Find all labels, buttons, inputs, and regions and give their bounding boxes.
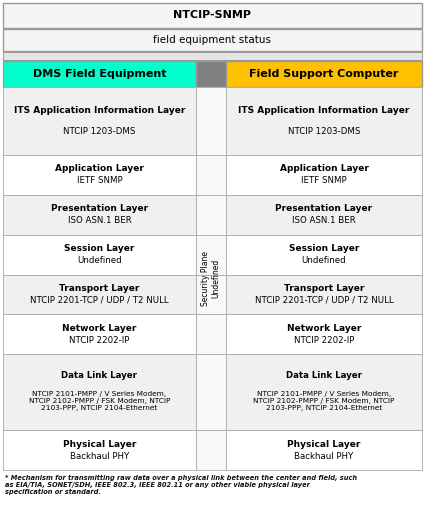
Text: Field Support Computer: Field Support Computer <box>249 69 399 79</box>
Text: Session Layer: Session Layer <box>289 244 359 253</box>
Text: Data Link Layer: Data Link Layer <box>62 371 138 380</box>
Text: NTCIP 2202-IP: NTCIP 2202-IP <box>294 336 354 345</box>
Text: Data Link Layer: Data Link Layer <box>286 371 362 380</box>
Bar <box>196 234 226 274</box>
Bar <box>196 87 226 155</box>
Bar <box>226 155 422 195</box>
Text: Presentation Layer: Presentation Layer <box>51 204 148 213</box>
Bar <box>3 3 422 28</box>
Bar <box>3 234 196 274</box>
Bar <box>3 61 196 87</box>
Bar <box>3 430 196 470</box>
Bar <box>196 155 226 195</box>
Text: ITS Application Information Layer: ITS Application Information Layer <box>14 106 185 115</box>
Bar <box>196 61 226 87</box>
Text: Physical Layer: Physical Layer <box>287 440 361 448</box>
Text: field equipment status: field equipment status <box>153 35 272 45</box>
Text: ISO ASN.1 BER: ISO ASN.1 BER <box>68 216 131 225</box>
Text: Undefined: Undefined <box>77 256 122 265</box>
Text: Undefined: Undefined <box>302 256 346 265</box>
Text: NTCIP 2202-IP: NTCIP 2202-IP <box>69 336 130 345</box>
Text: Physical Layer: Physical Layer <box>63 440 136 448</box>
Bar <box>226 195 422 234</box>
Bar <box>196 354 226 430</box>
Text: ISO ASN.1 BER: ISO ASN.1 BER <box>292 216 356 225</box>
Text: * Mechanism for transmitting raw data over a physical link between the center an: * Mechanism for transmitting raw data ov… <box>5 475 357 496</box>
Bar <box>226 354 422 430</box>
Text: IETF SNMP: IETF SNMP <box>301 176 347 185</box>
Bar <box>196 195 226 234</box>
Bar <box>226 314 422 354</box>
Text: Presentation Layer: Presentation Layer <box>275 204 373 213</box>
Bar <box>226 430 422 470</box>
Bar <box>3 195 196 234</box>
Text: Application Layer: Application Layer <box>55 164 144 173</box>
Text: Backhaul PHY: Backhaul PHY <box>70 451 129 461</box>
Bar <box>3 29 422 51</box>
Text: NTCIP 1203-DMS: NTCIP 1203-DMS <box>288 127 360 135</box>
Text: Transport Layer: Transport Layer <box>284 284 364 293</box>
Text: Session Layer: Session Layer <box>64 244 135 253</box>
Bar <box>196 430 226 470</box>
Text: NTCIP 2201-TCP / UDP / T2 NULL: NTCIP 2201-TCP / UDP / T2 NULL <box>255 296 393 305</box>
Text: Backhaul PHY: Backhaul PHY <box>295 451 354 461</box>
Bar <box>226 274 422 314</box>
Text: Network Layer: Network Layer <box>287 324 361 333</box>
Bar <box>226 234 422 274</box>
Bar <box>3 87 196 155</box>
Text: NTCIP 1203-DMS: NTCIP 1203-DMS <box>63 127 136 135</box>
Text: DMS Field Equipment: DMS Field Equipment <box>33 69 166 79</box>
Bar <box>3 155 196 195</box>
Bar <box>3 274 196 314</box>
Text: IETF SNMP: IETF SNMP <box>76 176 122 185</box>
Text: NTCIP-SNMP: NTCIP-SNMP <box>173 10 252 21</box>
Text: Network Layer: Network Layer <box>62 324 137 333</box>
Text: NTCIP 2101-PMPP / V Series Modem,
NTCIP 2102-PMPP / FSK Modem, NTCIP
2103-PPP, N: NTCIP 2101-PMPP / V Series Modem, NTCIP … <box>29 391 170 411</box>
Bar <box>3 354 196 430</box>
Text: NTCIP 2101-PMPP / V Series Modem,
NTCIP 2102-PMPP / FSK Modem, NTCIP
2103-PPP, N: NTCIP 2101-PMPP / V Series Modem, NTCIP … <box>253 391 395 411</box>
Bar <box>196 274 226 314</box>
Bar <box>226 61 422 87</box>
Text: Application Layer: Application Layer <box>280 164 368 173</box>
Text: Transport Layer: Transport Layer <box>60 284 140 293</box>
Bar <box>196 314 226 354</box>
Text: Security Plane
Undefined: Security Plane Undefined <box>201 251 221 306</box>
Bar <box>3 314 196 354</box>
Text: NTCIP 2201-TCP / UDP / T2 NULL: NTCIP 2201-TCP / UDP / T2 NULL <box>30 296 169 305</box>
Bar <box>226 87 422 155</box>
Text: ITS Application Information Layer: ITS Application Information Layer <box>238 106 410 115</box>
Bar <box>3 52 422 60</box>
